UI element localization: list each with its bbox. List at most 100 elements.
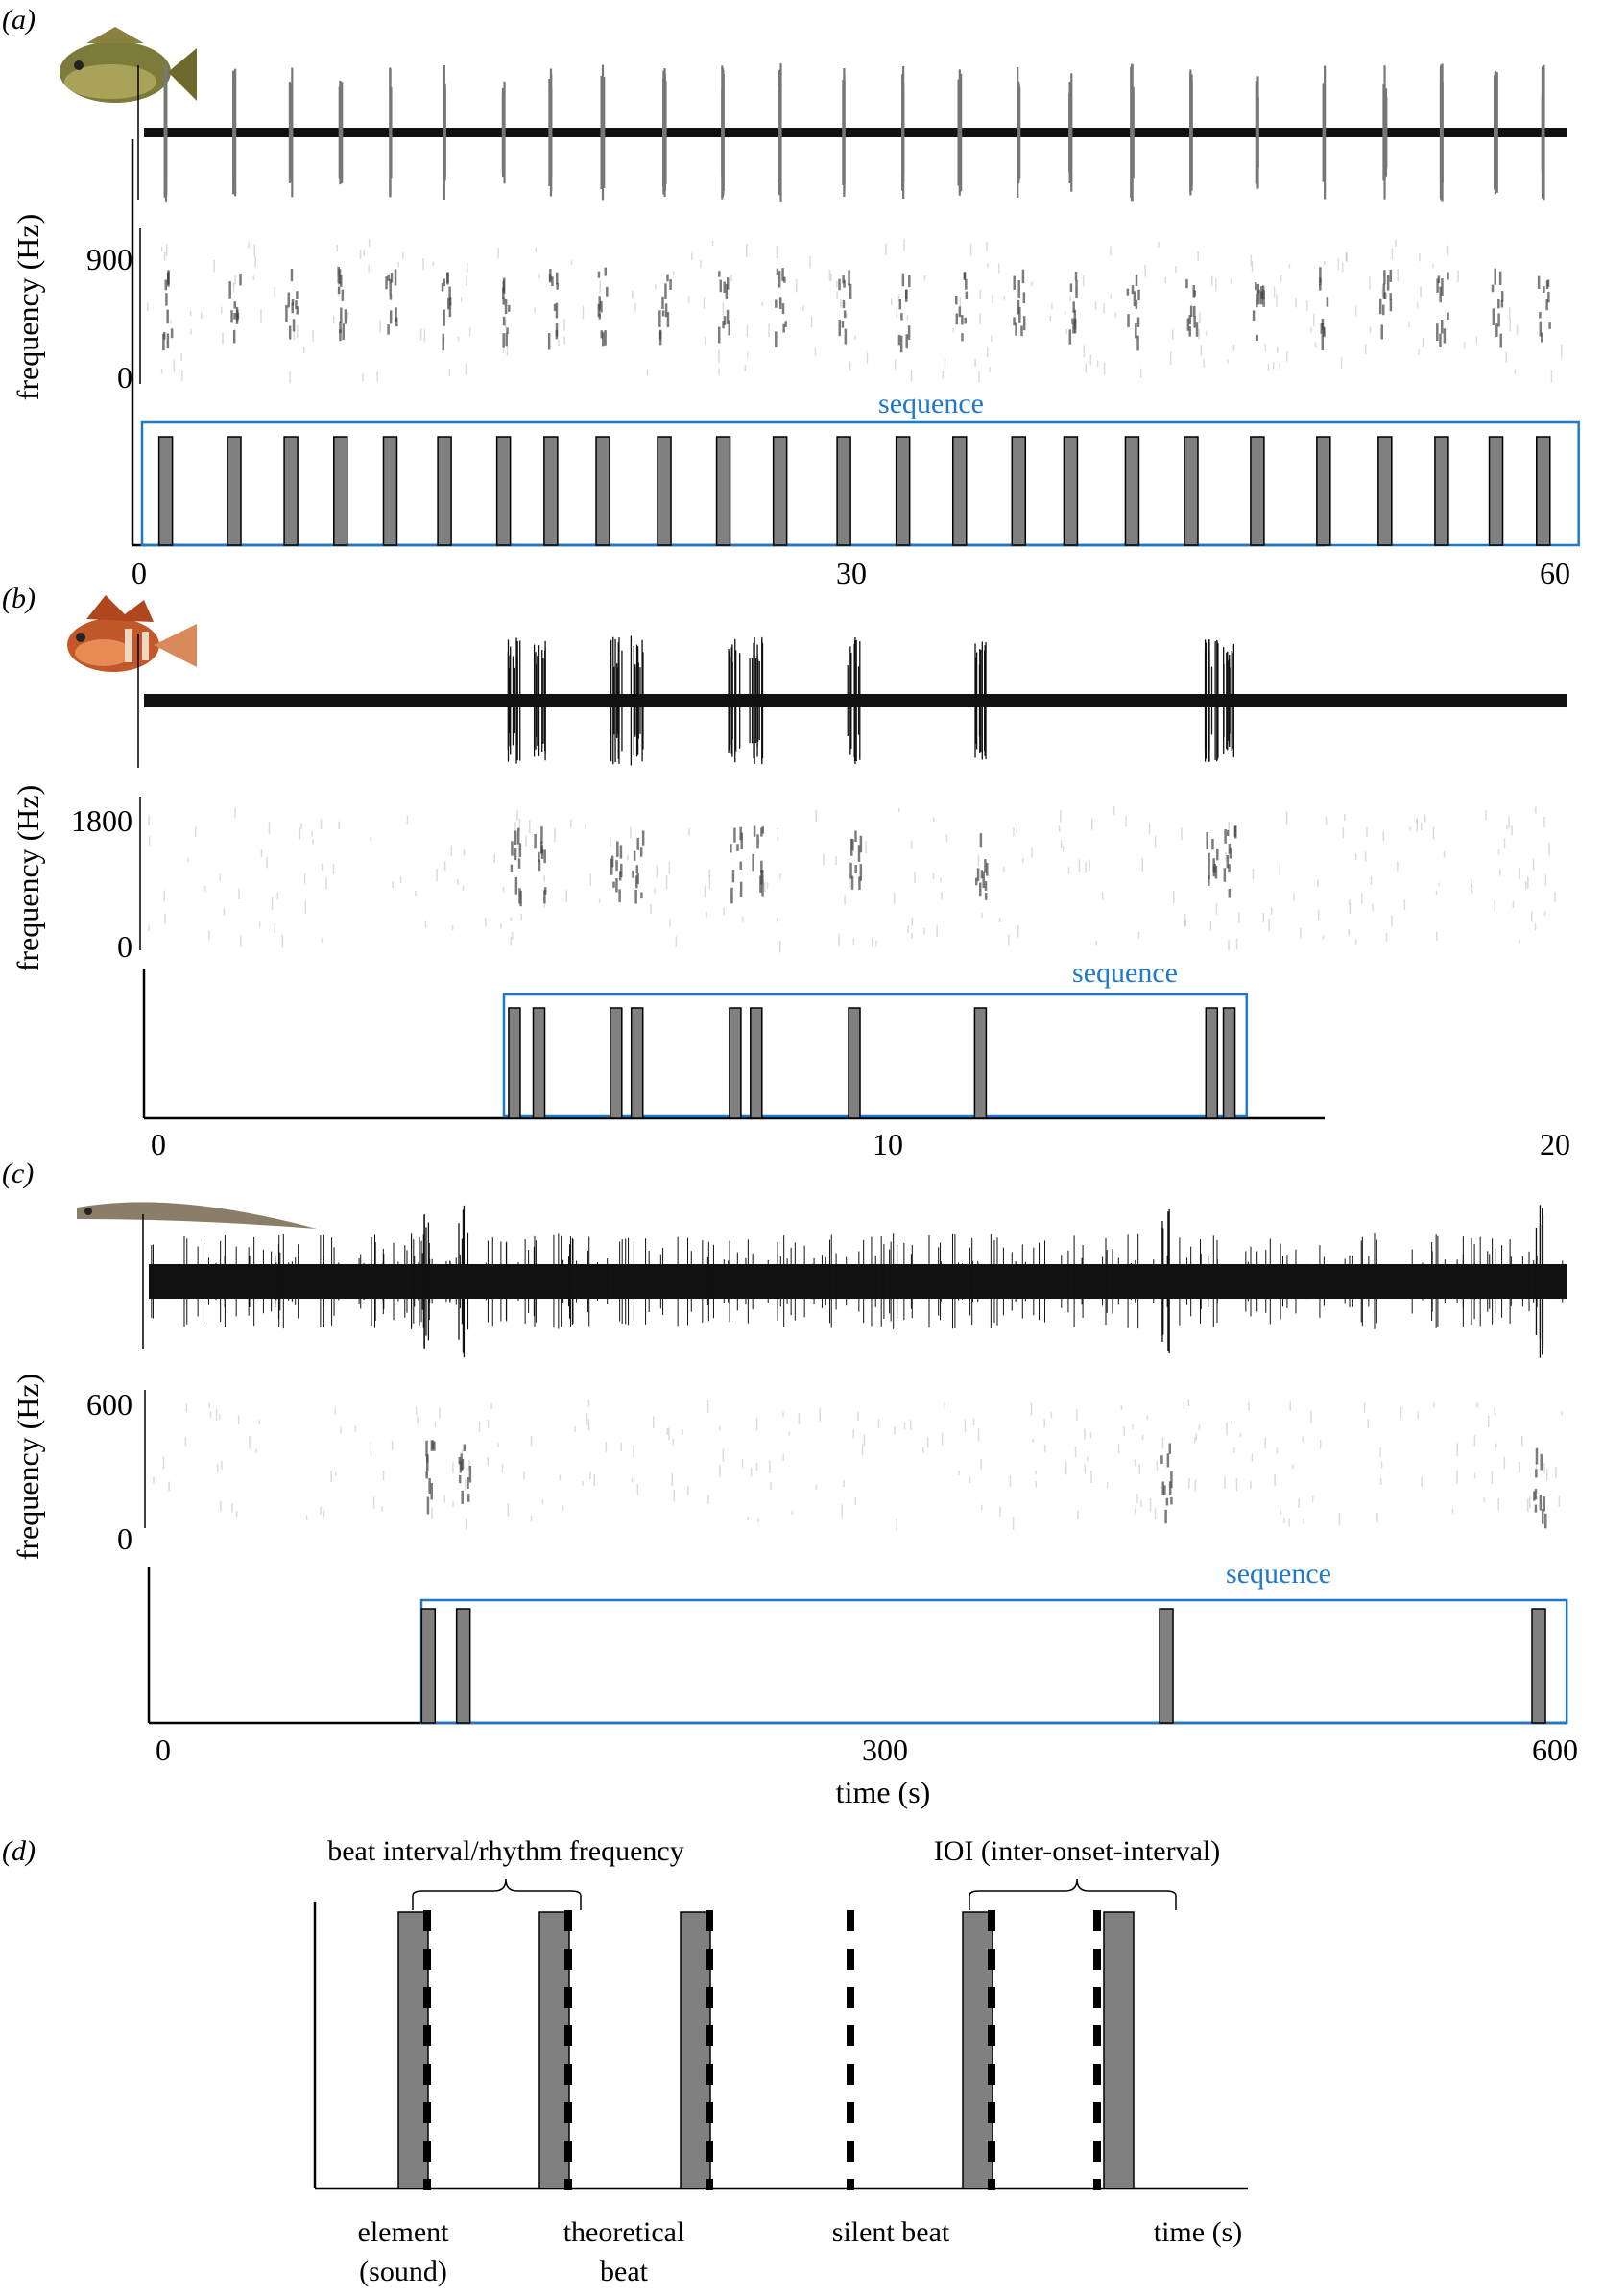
spectrogram-blob-b-1 <box>534 833 537 849</box>
spectrogram-noise-b <box>565 890 567 903</box>
spectrogram-noise-c <box>1077 1510 1079 1520</box>
spectrogram-noise-a <box>1251 261 1254 273</box>
spectrogram-noise-c <box>755 1463 758 1471</box>
spectrogram-noise-c <box>1239 1432 1242 1438</box>
spectrogram-noise-b <box>941 892 943 899</box>
spectrogram-noise-c <box>168 1481 170 1492</box>
spectrogram-noise-c <box>852 1429 854 1439</box>
spectrogram-noise-c <box>523 1471 525 1480</box>
spectrogram-noise-c <box>1367 1419 1369 1429</box>
spectrogram-blob-a-3 <box>337 267 341 284</box>
fish-icon-eel <box>77 1202 317 1229</box>
spectrogram-noise-c <box>1194 1479 1197 1492</box>
spectrogram-blob-b-1 <box>540 826 543 844</box>
spectrogram-blob-c-1 <box>461 1490 464 1504</box>
spectrogram-blob-a-15 <box>1022 292 1026 304</box>
spectrogram-noise-c <box>1089 1432 1092 1439</box>
spectrogram-blob-b-8 <box>1216 848 1219 861</box>
spectrogram-noise-a <box>1051 303 1053 310</box>
elements-a <box>131 139 1580 547</box>
element-bar-d-2 <box>680 1911 711 2189</box>
element-bar-d-3 <box>962 1911 993 2189</box>
spectrogram-noise-b <box>742 916 744 922</box>
spectrogram-noise-a <box>1288 263 1291 269</box>
spectrogram-blob-a-5 <box>446 272 449 284</box>
spectrogram-noise-a <box>1264 344 1267 352</box>
element-bar-a-13 <box>895 436 911 546</box>
spectrogram-blob-a-20 <box>1326 297 1329 307</box>
spectrogram-blob-c-2 <box>1168 1481 1172 1496</box>
spectrogram-noise-a <box>368 264 370 273</box>
spectrogram-blob-a-6 <box>508 304 511 312</box>
element-bar-a-12 <box>836 436 851 546</box>
element-label: element <box>358 2216 450 2248</box>
spectrogram-noise-c <box>208 1402 210 1408</box>
spectrogram-blob-b-9 <box>1223 868 1227 882</box>
spectrogram-noise-b <box>1506 825 1508 830</box>
spectrogram-noise-a <box>1083 345 1085 358</box>
spectrogram-blob-a-16 <box>1073 318 1077 334</box>
spectrogram-blob-a-11 <box>782 323 785 333</box>
spectrogram-blob-b-7 <box>979 882 982 897</box>
spectrogram-blob-a-15 <box>1021 269 1025 284</box>
spectrogram-blob-a-22 <box>1447 312 1449 320</box>
spectrogram-noise-b <box>238 888 240 900</box>
spectrogram-noise-c <box>1558 1495 1561 1507</box>
spectrogram-noise-a <box>146 302 149 312</box>
spectrogram-blob-c-2 <box>1161 1481 1164 1496</box>
spectrogram-noise-b <box>1125 815 1127 826</box>
spectrogram-noise-b <box>1416 817 1418 824</box>
spectrogram-blob-c-2 <box>1160 1455 1163 1464</box>
spectrogram-noise-c <box>972 1418 975 1425</box>
spectrogram-blob-a-9 <box>666 312 670 327</box>
spectrogram-noise-a <box>768 323 770 338</box>
spectrogram-noise-c <box>1194 1437 1196 1443</box>
spectrogram-noise-a <box>810 316 813 328</box>
x-label-c: time (s) <box>836 1775 931 1809</box>
spectrogram-blob-b-2 <box>618 871 622 881</box>
spectrogram-noise-a <box>1089 354 1092 366</box>
spectrogram-noise-c <box>1491 1471 1494 1484</box>
x-tick-c-0: 0 <box>156 1733 171 1767</box>
spectrogram-noise-a <box>691 252 693 261</box>
spectrogram-blob-a-22 <box>1447 272 1449 280</box>
spectrogram-noise-b <box>1021 858 1024 864</box>
spectrogram-blob-b-0 <box>514 848 517 861</box>
spectrogram-noise-a <box>376 371 378 382</box>
spectrogram-noise-c <box>1535 1462 1538 1471</box>
spectrogram-blob-a-20 <box>1319 283 1322 291</box>
spectrogram-noise-b <box>406 815 409 825</box>
spectrogram-blob-a-12 <box>849 283 852 299</box>
spectrogram-blob-b-5 <box>761 826 764 834</box>
spectrogram-noise-a <box>952 327 955 333</box>
spectrogram-noise-a <box>502 344 505 353</box>
spectrogram-noise-c <box>1380 1478 1382 1485</box>
spectrogram-noise-b <box>543 875 546 883</box>
spectrogram-blob-a-18 <box>1189 305 1193 317</box>
spectrogram-noise-b <box>1364 851 1367 862</box>
spectrogram-blob-b-6 <box>858 876 861 891</box>
spectrogram-blob-a-8 <box>601 332 605 347</box>
spectrogram-noise-b <box>1293 893 1295 902</box>
spectrogram-noise-b <box>897 807 900 813</box>
spectrogram-blob-a-15 <box>1018 306 1021 323</box>
spectrogram-blob-a-21 <box>1382 304 1385 316</box>
spectrogram-noise-c <box>1030 1402 1033 1416</box>
spectrogram-blob-a-22 <box>1439 333 1442 348</box>
spectrogram-blob-a-19 <box>1257 289 1260 305</box>
spectrogram-noise-a <box>703 296 706 309</box>
element-bar-b-0 <box>508 1007 521 1119</box>
spectrogram-noise-a <box>1215 278 1217 292</box>
spectrogram-noise-a <box>986 241 988 251</box>
spectrogram-noise-c <box>1195 1432 1198 1441</box>
spectrogram-blob-a-4 <box>385 276 388 290</box>
spectrogram-blob-a-1 <box>230 310 233 323</box>
spectrogram-blob-a-0 <box>167 271 170 287</box>
spectrogram-noise-c <box>1084 1428 1086 1440</box>
spectrogram-noise-a <box>1139 368 1142 378</box>
spectrogram-noise-c <box>755 1418 758 1431</box>
spectrogram-blob-a-22 <box>1441 278 1444 297</box>
spectrogram-blob-a-22 <box>1436 323 1439 342</box>
spectrogram-noise-b <box>777 828 779 842</box>
spectrogram-blob-a-2 <box>285 305 288 323</box>
